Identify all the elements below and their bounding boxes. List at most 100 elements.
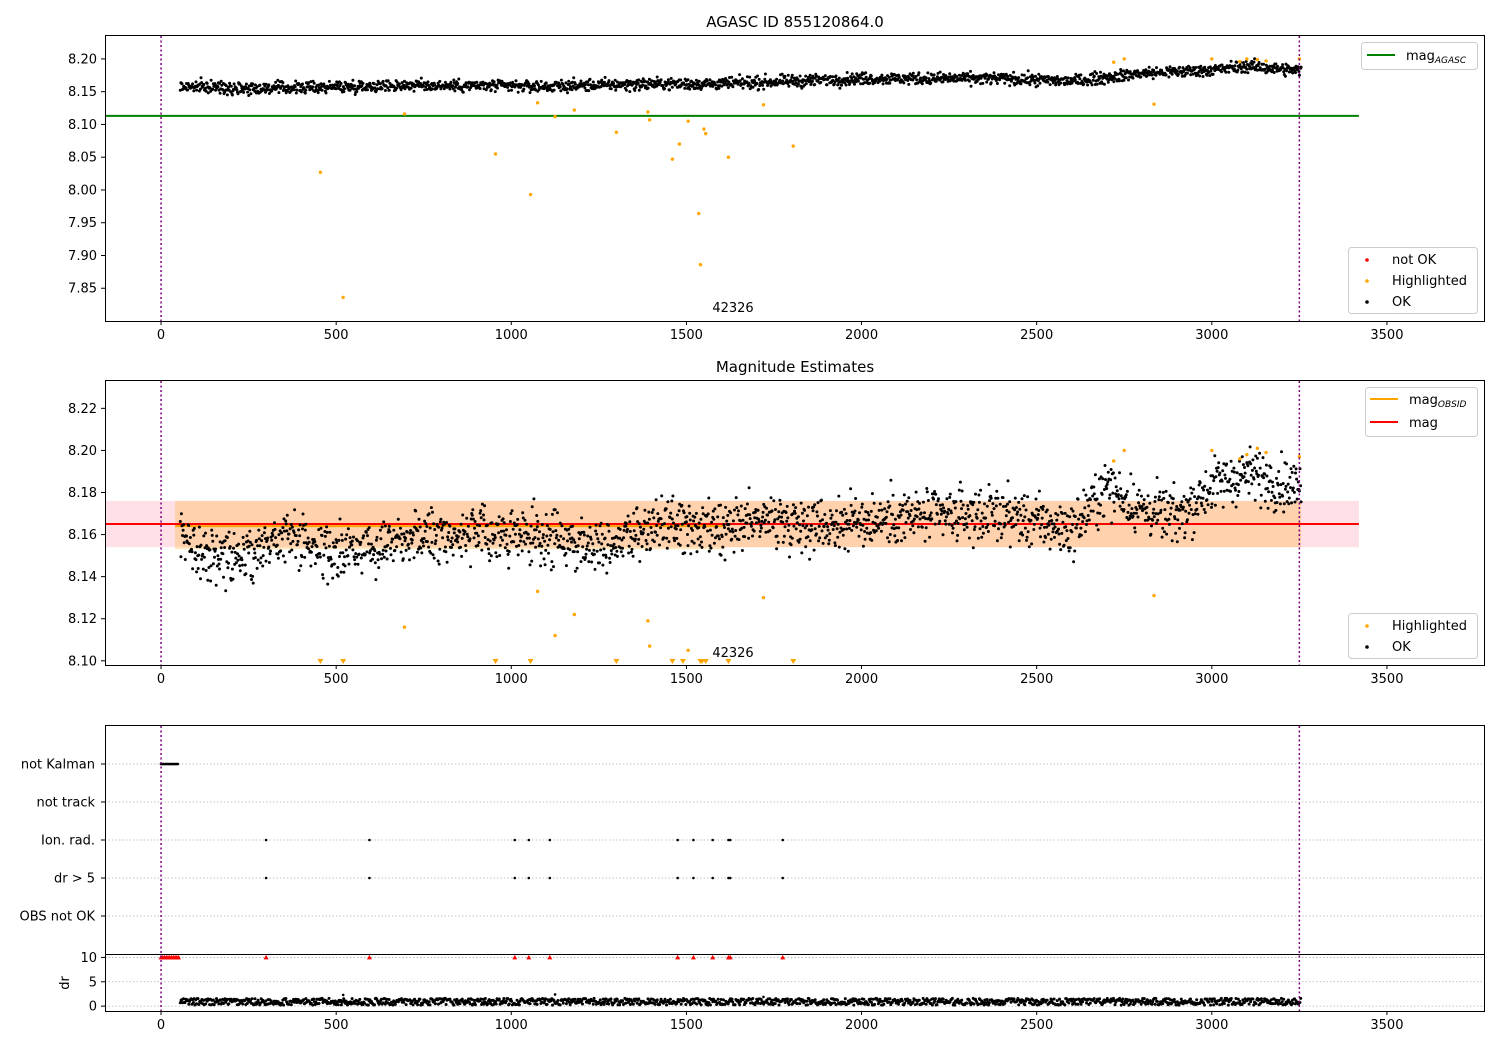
- ok-point: [1127, 503, 1131, 507]
- ok-point: [838, 86, 842, 90]
- ok-point: [920, 525, 924, 529]
- ok-point: [489, 554, 493, 558]
- ok-point: [433, 542, 437, 546]
- ok-point: [252, 547, 256, 551]
- ok-point: [652, 516, 656, 520]
- ok-point: [674, 527, 678, 531]
- ok-point: [944, 522, 948, 526]
- y-tick-label: 8.22: [68, 402, 97, 417]
- ok-point: [1262, 476, 1266, 480]
- ok-point: [246, 539, 250, 543]
- ok-point: [1189, 73, 1193, 77]
- ok-point: [1041, 507, 1045, 511]
- dr-point: [483, 997, 487, 1000]
- ok-point: [1188, 66, 1192, 70]
- ok-point: [784, 511, 788, 514]
- ok-point: [348, 88, 352, 92]
- ok-point: [367, 526, 371, 530]
- ok-point: [421, 540, 425, 544]
- ok-point: [412, 89, 416, 93]
- ok-point: [1073, 549, 1077, 553]
- ok-point: [973, 525, 977, 529]
- ok-point: [826, 525, 830, 529]
- ok-point: [1182, 494, 1186, 498]
- ok-point: [224, 84, 228, 88]
- ok-point: [1238, 459, 1241, 463]
- ok-point: [517, 544, 521, 547]
- dr-point: [742, 997, 746, 1001]
- ok-point: [1276, 483, 1280, 487]
- ok-point: [1224, 70, 1228, 74]
- ok-point: [1287, 496, 1291, 500]
- ok-point: [923, 539, 927, 543]
- ok-point: [230, 550, 234, 554]
- ok-point: [679, 528, 683, 532]
- ok-point: [590, 560, 594, 564]
- ok-point: [929, 81, 933, 85]
- ok-point: [1259, 506, 1263, 510]
- dr-point: [561, 1001, 565, 1005]
- ok-point: [692, 541, 696, 545]
- ok-point: [962, 72, 966, 76]
- ok-point: [1105, 482, 1109, 486]
- ok-point: [1121, 500, 1125, 504]
- ok-point: [688, 511, 692, 515]
- dr-point: [716, 997, 720, 1001]
- ok-point: [1201, 75, 1205, 78]
- ok-point: [695, 550, 699, 554]
- ok-point: [928, 535, 932, 539]
- highlighted-point: [646, 619, 650, 623]
- ok-point: [985, 525, 989, 529]
- ok-point: [218, 567, 221, 571]
- ok-point: [907, 496, 911, 500]
- ok-point: [859, 528, 863, 532]
- ok-point: [951, 526, 955, 530]
- ok-point: [1046, 75, 1050, 78]
- ok-point: [937, 522, 941, 526]
- ok-point: [1111, 471, 1115, 475]
- ok-point: [1255, 456, 1259, 460]
- ok-point: [633, 537, 637, 541]
- ok-point: [998, 502, 1002, 506]
- ok-point: [711, 509, 715, 513]
- ok-point: [249, 92, 253, 96]
- ok-point: [599, 548, 603, 552]
- flag-point: [711, 838, 714, 842]
- ok-point: [1247, 491, 1251, 495]
- ok-point: [609, 544, 613, 548]
- ok-point: [1087, 504, 1091, 508]
- ok-point: [424, 85, 428, 89]
- ok-point: [1062, 543, 1066, 547]
- ok-point: [898, 503, 902, 507]
- ok-point: [543, 563, 547, 567]
- ok-point: [1234, 488, 1237, 492]
- ok-point: [1216, 491, 1220, 495]
- ok-point: [279, 549, 283, 553]
- ok-point: [803, 526, 807, 530]
- ok-point: [206, 578, 210, 582]
- ok-point: [236, 92, 240, 96]
- ok-point: [1246, 464, 1250, 468]
- dr-point: [212, 1003, 216, 1007]
- ok-point: [529, 541, 533, 545]
- dr-point: [245, 1002, 249, 1005]
- ok-point: [419, 76, 423, 80]
- ok-point: [283, 560, 287, 564]
- ok-point: [823, 513, 827, 516]
- ok-point: [348, 545, 351, 549]
- ok-point: [708, 78, 712, 82]
- highlighted-point: [1122, 57, 1126, 61]
- ok-point: [342, 90, 346, 94]
- dr-point: [256, 998, 260, 1002]
- ok-point: [986, 530, 990, 533]
- ok-point: [640, 545, 644, 548]
- ok-point: [1119, 487, 1123, 491]
- ok-point: [965, 525, 969, 529]
- ok-point: [800, 551, 804, 555]
- ok-point: [344, 548, 348, 552]
- ok-point: [808, 539, 812, 543]
- ok-point: [339, 82, 343, 85]
- ok-point: [1258, 451, 1262, 455]
- ok-point: [507, 89, 511, 93]
- ok-point: [492, 80, 496, 84]
